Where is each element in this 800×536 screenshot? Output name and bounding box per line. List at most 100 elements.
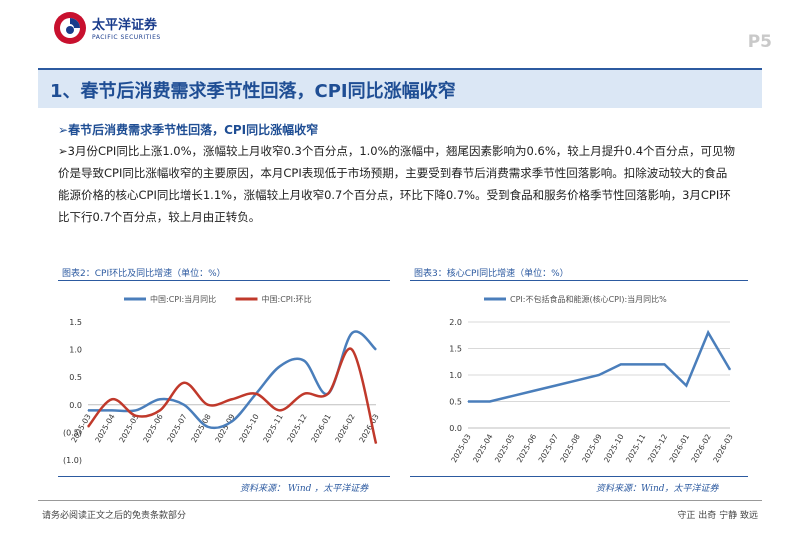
chart3-xtick-label: 2025-05	[493, 432, 517, 464]
chart2-xtick-label: 2025-07	[165, 412, 189, 444]
chart2-data-point	[159, 398, 161, 400]
chart2-ytick-label: 0.5	[69, 373, 82, 382]
footer-motto: 守正 出奇 宁静 致远	[677, 511, 758, 521]
subheading-text: 春节后消费需求季节性回落，CPI同比涨幅收窄	[68, 123, 319, 137]
footer-rule	[38, 500, 762, 501]
chart3-legend-label: CPI:不包括食品和能源(核心CPI):当月同比%	[510, 294, 667, 304]
chart3-ytick-label: 0.5	[449, 398, 462, 407]
chart3-xtick-label: 2026-02	[689, 432, 713, 464]
chart3-data-point	[620, 363, 622, 365]
chart3-ytick-label: 0.0	[449, 424, 462, 433]
chart2-data-point	[183, 382, 185, 384]
chart2-data-point	[111, 409, 113, 411]
chart2-xtick-label: 2026-03	[357, 412, 380, 444]
chart2-data-point	[87, 426, 89, 428]
chart2-ytick-label: 0.0	[69, 401, 82, 410]
title-bar-accent	[38, 68, 762, 70]
chart2-bottom-rule	[58, 476, 390, 477]
chart2-data-point	[351, 349, 353, 351]
chart2-cpi-mom-yoy: 1.51.00.50.0(0.5)(1.0)2025-03 2025-04 2025…	[63, 294, 380, 465]
chart2-data-point	[327, 393, 329, 395]
chart2-data-point	[351, 332, 353, 334]
chart2-data-point	[303, 360, 305, 362]
chart2-xtick-label: 2025-10	[237, 412, 261, 444]
chart2-data-point	[183, 404, 185, 406]
chart3-data-point	[729, 369, 731, 371]
chart3-data-point	[554, 385, 556, 387]
chart2-xtick-label: 2025-12	[285, 412, 309, 444]
chart3-data-point	[642, 363, 644, 365]
chart2-xtick-label: 2026-01	[309, 412, 333, 444]
chart2-data-point	[135, 409, 137, 411]
arrow-bullet-icon: ➢	[58, 144, 68, 158]
page-number: P5	[747, 32, 772, 52]
chart3-data-point	[707, 332, 709, 334]
arrow-bullet-icon: ➢	[58, 123, 69, 137]
chart3-source: 资料来源：Wind，太平洋证券	[596, 484, 719, 494]
paragraph-text: 3月份CPI同比上涨1.0%，涨幅较上月收窄0.3个百分点，1.0%的涨幅中，翘…	[58, 144, 736, 224]
page-title: 1、春节后消费需求季节性回落，CPI同比涨幅收窄	[50, 81, 456, 102]
chart2-data-point	[279, 365, 281, 367]
chart3-xtick-label: 2025-12	[646, 432, 670, 464]
chart2-xtick-label: 2025-04	[93, 412, 117, 444]
chart2-data-point	[135, 415, 137, 417]
chart2-data-point	[255, 393, 257, 395]
chart3-xtick-label: 2025-04	[471, 432, 495, 464]
chart3-xtick-label: 2025-10	[602, 432, 626, 464]
chart3-xtick-label: 2025-07	[537, 432, 561, 464]
chart3-data-point	[467, 401, 469, 402]
chart3-series-line-0	[468, 329, 732, 403]
chart2-ytick-label: (0.5)	[63, 428, 82, 437]
chart3-top-rule	[410, 280, 748, 281]
chart2-data-point	[231, 398, 233, 400]
chart3-xtick-label: 2025-11	[624, 432, 648, 464]
logo-icon	[54, 12, 86, 44]
chart3-xtick-label: 2025-09	[580, 432, 604, 464]
chart3-bottom-rule	[410, 476, 748, 477]
chart3-core-cpi-yoy: 2.01.51.00.50.02025-032025-042025-052025…	[449, 294, 735, 464]
page-header: 太平洋证券 PACIFIC SECURITIES P5	[0, 0, 800, 70]
chart3-data-point	[685, 385, 687, 387]
chart2-data-point	[375, 349, 377, 351]
chart2-xtick-label: 2026-02	[333, 412, 357, 444]
chart3-data-point	[533, 390, 534, 392]
chart2-legend-label: 中国:CPI:当月同比	[150, 294, 216, 304]
chart2-data-point	[87, 409, 89, 411]
chart2-data-point	[111, 398, 113, 400]
chart3-data-point	[576, 379, 578, 381]
chart2-data-point	[207, 404, 209, 406]
company-logo: 太平洋证券 PACIFIC SECURITIES	[52, 8, 182, 52]
chart2-data-point	[159, 409, 161, 411]
chart3-data-point	[511, 395, 513, 397]
chart2-data-point	[231, 420, 233, 422]
footer-disclaimer: 请务必阅读正文之后的免责条款部分	[42, 511, 187, 521]
chart2-data-point	[279, 409, 281, 411]
chart2-source: 资料来源： Wind ，太平洋证券	[240, 484, 369, 494]
chart2-data-point	[207, 426, 209, 428]
chart2-ytick-label: 1.5	[69, 318, 82, 327]
section-subheading: ➢春节后消费需求季节性回落，CPI同比涨幅收窄	[58, 121, 318, 138]
chart2-title: 图表2：CPI环比及同比增速（单位：%）	[62, 269, 226, 279]
chart2-legend-label: 中国:CPI:环比	[262, 294, 312, 304]
logo-name: 太平洋证券	[92, 18, 158, 33]
logo-english-name: PACIFIC SECURITIES	[92, 34, 161, 41]
chart3-data-point	[598, 374, 600, 376]
chart3-data-point	[489, 401, 491, 402]
chart3-ytick-label: 1.5	[449, 345, 462, 354]
chart3-xtick-label: 2025-03	[449, 432, 473, 464]
chart2-data-point	[375, 442, 377, 444]
chart3-xtick-label: 2025-06	[515, 432, 539, 464]
chart3-xtick-label: 2026-01	[668, 432, 692, 464]
body-paragraph: ➢3月份CPI同比上涨1.0%，涨幅较上月收窄0.3个百分点，1.0%的涨幅中，…	[58, 140, 738, 228]
chart2-ytick-label: (1.0)	[63, 456, 82, 465]
chart3-ytick-label: 1.0	[449, 371, 462, 380]
chart3-title: 图表3：核心CPI同比增速（单位：%）	[414, 269, 569, 279]
chart2-ytick-label: 1.0	[69, 346, 82, 355]
chart2-xtick-label: 2025-11	[261, 412, 285, 444]
chart3-ytick-label: 2.0	[449, 318, 462, 327]
chart3-xtick-label: 2025-08	[558, 432, 582, 464]
chart2-data-point	[303, 393, 305, 395]
chart2-top-rule	[58, 280, 390, 281]
title-bar: 1、春节后消费需求季节性回落，CPI同比涨幅收窄	[38, 70, 762, 108]
chart3-xtick-label: 2026-03	[711, 432, 735, 464]
